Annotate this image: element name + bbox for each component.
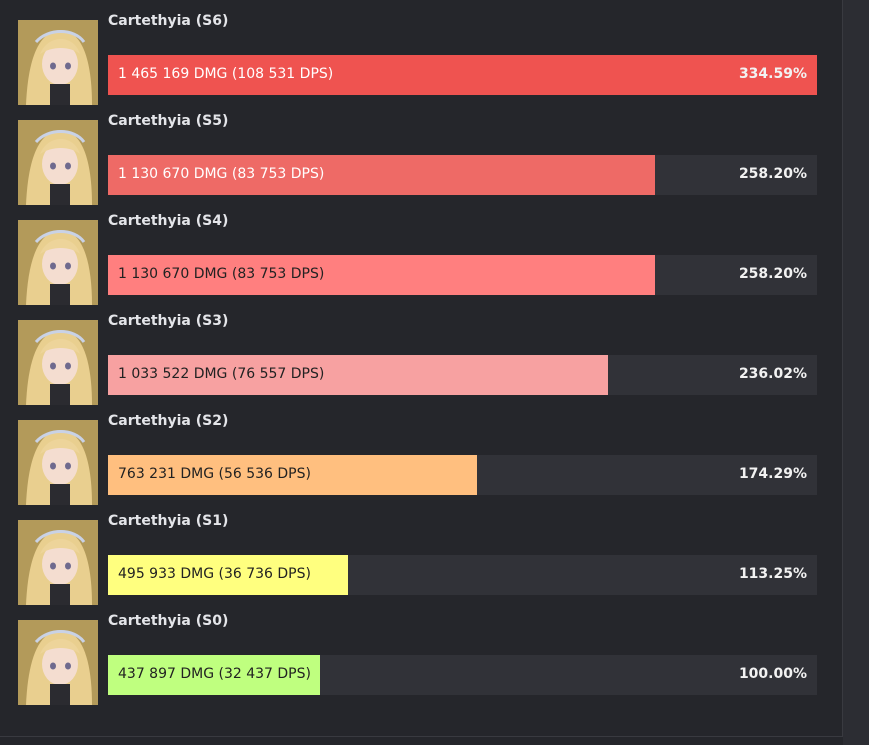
row: Cartethyia (S5) 1 130 670 DMG (83 753 DPS… (0, 100, 842, 205)
bar-track: 1 130 670 DMG (83 753 DPS) 258.20% (108, 155, 817, 195)
avatar-image (18, 320, 98, 405)
damage-label: 763 231 DMG (56 536 DPS) (118, 466, 311, 482)
bar-track: 437 897 DMG (32 437 DPS) 100.00% (108, 655, 817, 695)
row: Cartethyia (S0) 437 897 DMG (32 437 DPS) 1… (0, 600, 842, 705)
value-label: 334.59% (738, 66, 807, 82)
row-label: Cartethyia (S1) (108, 513, 229, 529)
damage-label: 1 130 670 DMG (83 753 DPS) (118, 166, 325, 182)
value-label: 258.20% (738, 166, 807, 182)
avatar (18, 420, 98, 505)
row: Cartethyia (S3) 1 033 522 DMG (76 557 DPS… (0, 300, 842, 405)
avatar-image (18, 620, 98, 705)
damage-label: 437 897 DMG (32 437 DPS) (118, 666, 311, 682)
avatar (18, 120, 98, 205)
value-label: 100.00% (738, 666, 807, 682)
avatar (18, 520, 98, 605)
bar-track: 1 130 670 DMG (83 753 DPS) 258.20% (108, 255, 817, 295)
bar (108, 455, 478, 495)
avatar-image (18, 420, 98, 505)
bar (108, 255, 656, 295)
value-label: 113.25% (738, 566, 807, 582)
bar (108, 655, 320, 695)
scrollbar-track (843, 0, 869, 745)
value-label: 258.20% (738, 266, 807, 282)
avatar-image (18, 120, 98, 205)
avatar-image (18, 20, 98, 105)
row-label: Cartethyia (S0) (108, 613, 229, 629)
damage-label: 1 033 522 DMG (76 557 DPS) (118, 366, 325, 382)
avatar (18, 20, 98, 105)
row: Cartethyia (S2) 763 231 DMG (56 536 DPS) 1… (0, 400, 842, 505)
bar (108, 155, 656, 195)
row: Cartethyia (S4) 1 130 670 DMG (83 753 DPS… (0, 200, 842, 305)
value-label: 236.02% (738, 366, 807, 382)
row-label: Cartethyia (S6) (108, 13, 229, 29)
row: Cartethyia (S1) 495 933 DMG (36 736 DPS) 1… (0, 500, 842, 605)
row-label: Cartethyia (S4) (108, 213, 229, 229)
damage-label: 1 465 169 DMG (108 531 DPS) (118, 66, 334, 82)
damage-label: 495 933 DMG (36 736 DPS) (118, 566, 311, 582)
avatar-image (18, 520, 98, 605)
avatar-image (18, 220, 98, 305)
value-label: 174.29% (738, 466, 807, 482)
bar (108, 555, 348, 595)
row-label: Cartethyia (S5) (108, 113, 229, 129)
bar-track: 763 231 DMG (56 536 DPS) 174.29% (108, 455, 817, 495)
avatar (18, 320, 98, 405)
row-label: Cartethyia (S3) (108, 313, 229, 329)
damage-label: 1 130 670 DMG (83 753 DPS) (118, 266, 325, 282)
bar-track: 495 933 DMG (36 736 DPS) 113.25% (108, 555, 817, 595)
bar (108, 355, 609, 395)
bar-track: 1 033 522 DMG (76 557 DPS) 236.02% (108, 355, 817, 395)
avatar (18, 620, 98, 705)
row: Cartethyia (S6) 1 465 169 DMG (108 531 DP… (0, 0, 842, 105)
row-label: Cartethyia (S2) (108, 413, 229, 429)
bar (108, 55, 817, 95)
avatar (18, 220, 98, 305)
bar-track: 1 465 169 DMG (108 531 DPS) 334.59% (108, 55, 817, 95)
